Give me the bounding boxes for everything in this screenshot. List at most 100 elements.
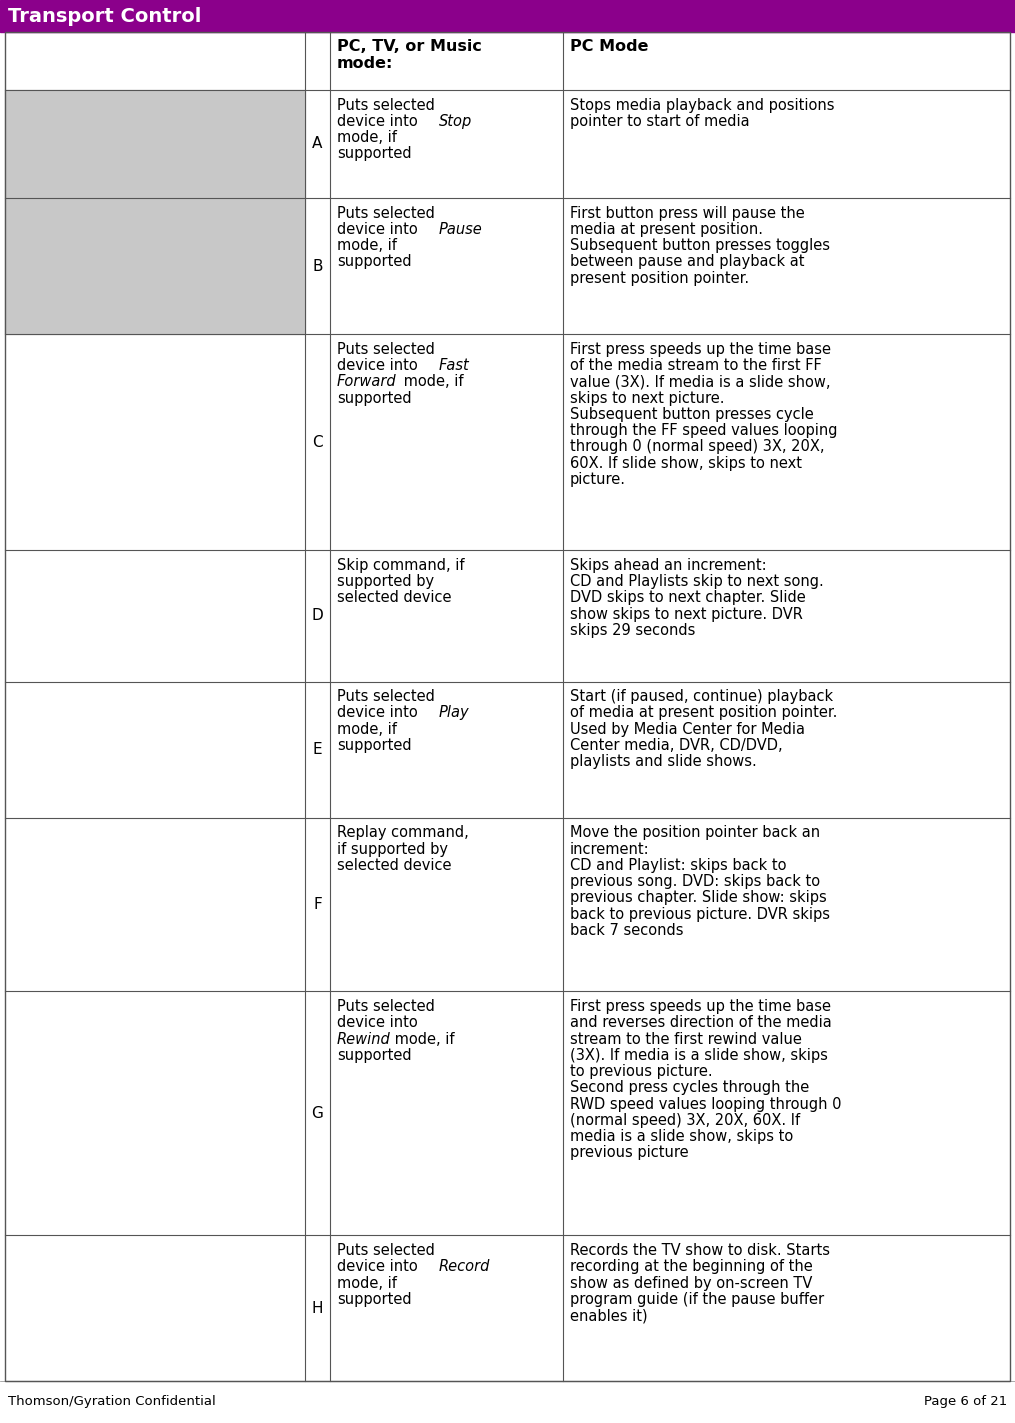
Text: Puts selected: Puts selected xyxy=(337,342,434,357)
Text: device into: device into xyxy=(337,706,422,720)
Text: Stops media playback and positions: Stops media playback and positions xyxy=(570,98,834,112)
Text: First press speeds up the time base: First press speeds up the time base xyxy=(570,999,831,1015)
Text: F: F xyxy=(313,896,322,912)
Text: Puts selected: Puts selected xyxy=(337,1244,434,1258)
Text: through 0 (normal speed) 3X, 20X,: through 0 (normal speed) 3X, 20X, xyxy=(570,440,824,454)
Text: show skips to next picture. DVR: show skips to next picture. DVR xyxy=(570,606,803,622)
Text: mode, if: mode, if xyxy=(337,1275,397,1291)
Text: back to previous picture. DVR skips: back to previous picture. DVR skips xyxy=(570,906,830,922)
Text: Puts selected: Puts selected xyxy=(337,98,434,112)
Text: device into: device into xyxy=(337,222,422,236)
Text: Second press cycles through the: Second press cycles through the xyxy=(570,1080,809,1096)
Text: Thomson/Gyration Confidential: Thomson/Gyration Confidential xyxy=(8,1396,216,1409)
Text: supported: supported xyxy=(337,390,412,406)
Text: previous song. DVD: skips back to: previous song. DVD: skips back to xyxy=(570,874,820,889)
Text: DVD skips to next chapter. Slide: DVD skips to next chapter. Slide xyxy=(570,591,806,605)
Text: previous picture: previous picture xyxy=(570,1146,688,1161)
Text: Center media, DVR, CD/DVD,: Center media, DVR, CD/DVD, xyxy=(570,739,783,753)
Text: stream to the first rewind value: stream to the first rewind value xyxy=(570,1032,802,1046)
Text: PC, TV, or Music
mode:: PC, TV, or Music mode: xyxy=(337,38,482,71)
Text: Pause: Pause xyxy=(438,222,482,236)
Text: media is a slide show, skips to: media is a slide show, skips to xyxy=(570,1130,794,1144)
Text: Transport Control: Transport Control xyxy=(8,7,201,26)
Text: 60X. If slide show, skips to next: 60X. If slide show, skips to next xyxy=(570,455,802,471)
Text: device into: device into xyxy=(337,1259,422,1275)
Text: H: H xyxy=(312,1301,323,1316)
Text: of the media stream to the first FF: of the media stream to the first FF xyxy=(570,359,822,373)
Text: device into: device into xyxy=(337,1015,418,1030)
Text: Rewind: Rewind xyxy=(337,1032,391,1046)
Text: show as defined by on-screen TV: show as defined by on-screen TV xyxy=(570,1275,812,1291)
Text: skips to next picture.: skips to next picture. xyxy=(570,390,725,406)
Text: supported: supported xyxy=(337,1047,412,1063)
Text: Subsequent button presses toggles: Subsequent button presses toggles xyxy=(570,238,830,253)
Text: Skips ahead an increment:: Skips ahead an increment: xyxy=(570,558,766,572)
Text: D: D xyxy=(312,608,324,623)
Text: supported by: supported by xyxy=(337,573,434,589)
Text: First press speeds up the time base: First press speeds up the time base xyxy=(570,342,831,357)
Text: Play: Play xyxy=(438,706,469,720)
Text: if supported by: if supported by xyxy=(337,841,448,857)
Text: recording at the beginning of the: recording at the beginning of the xyxy=(570,1259,813,1275)
Text: CD and Playlist: skips back to: CD and Playlist: skips back to xyxy=(570,858,787,872)
Text: PC Mode: PC Mode xyxy=(570,38,649,54)
Text: mode, if: mode, if xyxy=(399,374,464,390)
Text: supported: supported xyxy=(337,1292,412,1306)
Text: mode, if: mode, if xyxy=(337,129,397,145)
Text: selected device: selected device xyxy=(337,591,452,605)
Text: through the FF speed values looping: through the FF speed values looping xyxy=(570,423,837,438)
Text: A: A xyxy=(313,137,323,151)
Bar xyxy=(5,90,304,334)
Text: between pause and playback at: between pause and playback at xyxy=(570,255,805,269)
Text: skips 29 seconds: skips 29 seconds xyxy=(570,623,695,638)
Text: device into: device into xyxy=(337,359,422,373)
Text: selected device: selected device xyxy=(337,858,452,872)
Bar xyxy=(0,0,1015,31)
Text: CD and Playlists skip to next song.: CD and Playlists skip to next song. xyxy=(570,573,824,589)
Text: supported: supported xyxy=(337,255,412,269)
Text: Puts selected: Puts selected xyxy=(337,999,434,1015)
Text: increment:: increment: xyxy=(570,841,650,857)
Text: mode, if: mode, if xyxy=(391,1032,455,1046)
Text: present position pointer.: present position pointer. xyxy=(570,270,749,286)
Text: picture.: picture. xyxy=(570,472,626,487)
Text: Forward: Forward xyxy=(337,374,397,390)
Text: supported: supported xyxy=(337,147,412,161)
Text: program guide (if the pause buffer: program guide (if the pause buffer xyxy=(570,1292,824,1306)
Text: E: E xyxy=(313,741,323,757)
Text: First button press will pause the: First button press will pause the xyxy=(570,205,805,221)
Text: and reverses direction of the media: and reverses direction of the media xyxy=(570,1015,831,1030)
Text: enables it): enables it) xyxy=(570,1308,648,1323)
Text: Subsequent button presses cycle: Subsequent button presses cycle xyxy=(570,407,814,421)
Text: Puts selected: Puts selected xyxy=(337,205,434,221)
Text: mode, if: mode, if xyxy=(337,721,397,737)
Text: Used by Media Center for Media: Used by Media Center for Media xyxy=(570,721,805,737)
Text: mode, if: mode, if xyxy=(337,238,397,253)
Text: Records the TV show to disk. Starts: Records the TV show to disk. Starts xyxy=(570,1244,830,1258)
Text: (3X). If media is a slide show, skips: (3X). If media is a slide show, skips xyxy=(570,1047,828,1063)
Text: Record: Record xyxy=(438,1259,490,1275)
Text: Page 6 of 21: Page 6 of 21 xyxy=(924,1396,1007,1409)
Text: value (3X). If media is a slide show,: value (3X). If media is a slide show, xyxy=(570,374,830,390)
Text: device into: device into xyxy=(337,114,422,129)
Text: previous chapter. Slide show: skips: previous chapter. Slide show: skips xyxy=(570,891,827,905)
Text: Replay command,: Replay command, xyxy=(337,825,469,841)
Text: Puts selected: Puts selected xyxy=(337,689,434,704)
Text: C: C xyxy=(313,434,323,450)
Text: Move the position pointer back an: Move the position pointer back an xyxy=(570,825,820,841)
Text: G: G xyxy=(312,1106,324,1121)
Text: of media at present position pointer.: of media at present position pointer. xyxy=(570,706,837,720)
Text: B: B xyxy=(313,259,323,273)
Text: supported: supported xyxy=(337,739,412,753)
Text: pointer to start of media: pointer to start of media xyxy=(570,114,750,129)
Text: Skip command, if: Skip command, if xyxy=(337,558,465,572)
Text: back 7 seconds: back 7 seconds xyxy=(570,924,683,938)
Text: Start (if paused, continue) playback: Start (if paused, continue) playback xyxy=(570,689,833,704)
Text: playlists and slide shows.: playlists and slide shows. xyxy=(570,754,757,770)
Text: (normal speed) 3X, 20X, 60X. If: (normal speed) 3X, 20X, 60X. If xyxy=(570,1113,800,1128)
Text: to previous picture.: to previous picture. xyxy=(570,1064,713,1079)
Text: Fast: Fast xyxy=(438,359,469,373)
Text: Stop: Stop xyxy=(438,114,472,129)
Text: media at present position.: media at present position. xyxy=(570,222,763,236)
Text: RWD speed values looping through 0: RWD speed values looping through 0 xyxy=(570,1097,841,1111)
